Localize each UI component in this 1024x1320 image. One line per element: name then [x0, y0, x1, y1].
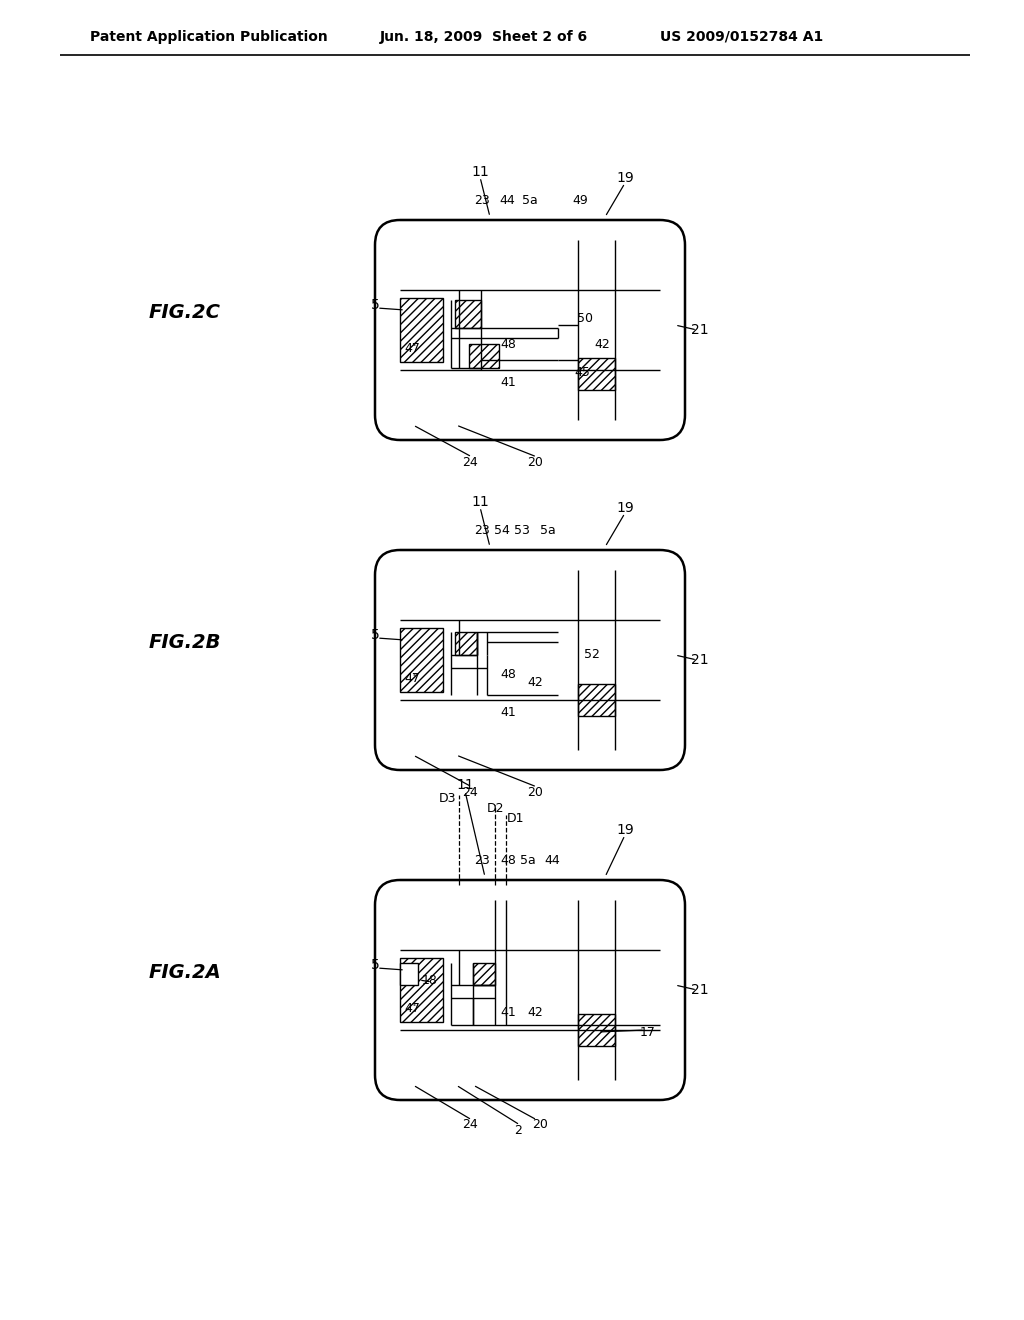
- Text: 5a: 5a: [520, 854, 536, 866]
- Bar: [455, 632, 477, 655]
- Text: 21: 21: [691, 653, 709, 667]
- Bar: [578, 684, 615, 715]
- Text: 48: 48: [500, 338, 516, 351]
- FancyBboxPatch shape: [375, 550, 685, 770]
- FancyBboxPatch shape: [375, 220, 685, 440]
- Text: 21: 21: [691, 983, 709, 997]
- Text: 41: 41: [500, 1006, 516, 1019]
- Text: 47: 47: [404, 342, 420, 355]
- Text: 20: 20: [532, 1118, 548, 1131]
- Text: 2: 2: [514, 1123, 522, 1137]
- Text: 5: 5: [371, 628, 379, 642]
- Bar: [455, 300, 481, 327]
- Text: 45: 45: [574, 366, 590, 379]
- Text: 41: 41: [500, 375, 516, 388]
- Text: US 2009/0152784 A1: US 2009/0152784 A1: [660, 30, 823, 44]
- Text: 11: 11: [471, 165, 488, 180]
- Text: 50: 50: [577, 312, 593, 325]
- Text: Jun. 18, 2009  Sheet 2 of 6: Jun. 18, 2009 Sheet 2 of 6: [380, 30, 588, 44]
- Text: FIG.2A: FIG.2A: [148, 962, 221, 982]
- Text: 23: 23: [474, 854, 489, 866]
- Text: 23: 23: [474, 524, 489, 536]
- Text: 20: 20: [527, 455, 543, 469]
- Text: FIG.2B: FIG.2B: [148, 632, 221, 652]
- Text: 19: 19: [616, 502, 634, 515]
- Text: 24: 24: [462, 785, 478, 799]
- Text: 41: 41: [500, 705, 516, 718]
- Text: 21: 21: [691, 323, 709, 337]
- Text: 47: 47: [404, 1002, 420, 1015]
- Text: 48: 48: [500, 668, 516, 681]
- Text: 52: 52: [584, 648, 600, 661]
- Text: D1: D1: [507, 812, 524, 825]
- Text: 49: 49: [572, 194, 588, 206]
- Text: 53: 53: [514, 524, 530, 536]
- Text: 42: 42: [594, 338, 610, 351]
- Bar: [400, 628, 443, 692]
- Text: 19: 19: [616, 822, 634, 837]
- Bar: [400, 958, 443, 1022]
- Text: D3: D3: [438, 792, 456, 804]
- Text: 42: 42: [527, 676, 543, 689]
- Bar: [578, 358, 615, 389]
- Text: 44: 44: [544, 854, 560, 866]
- Text: 11: 11: [456, 777, 474, 792]
- Text: 18: 18: [422, 974, 438, 986]
- Bar: [473, 964, 495, 985]
- Text: 24: 24: [462, 1118, 478, 1131]
- Bar: [400, 964, 418, 985]
- Bar: [469, 345, 499, 368]
- Text: 20: 20: [527, 785, 543, 799]
- Text: 5a: 5a: [522, 194, 538, 206]
- Text: 5: 5: [371, 958, 379, 972]
- Text: 5a: 5a: [540, 524, 556, 536]
- Bar: [400, 298, 443, 362]
- Text: 11: 11: [471, 495, 488, 510]
- Text: 23: 23: [474, 194, 489, 206]
- Text: FIG.2C: FIG.2C: [150, 302, 221, 322]
- Text: 44: 44: [499, 194, 515, 206]
- Text: 19: 19: [616, 172, 634, 185]
- Text: 47: 47: [404, 672, 420, 685]
- Text: 54: 54: [494, 524, 510, 536]
- Text: 24: 24: [462, 455, 478, 469]
- Text: 42: 42: [527, 1006, 543, 1019]
- Text: 17: 17: [640, 1026, 656, 1039]
- Text: Patent Application Publication: Patent Application Publication: [90, 30, 328, 44]
- Text: 48: 48: [500, 854, 516, 866]
- FancyBboxPatch shape: [375, 880, 685, 1100]
- Text: 5: 5: [371, 298, 379, 312]
- Bar: [578, 1014, 615, 1045]
- Text: D2: D2: [486, 801, 504, 814]
